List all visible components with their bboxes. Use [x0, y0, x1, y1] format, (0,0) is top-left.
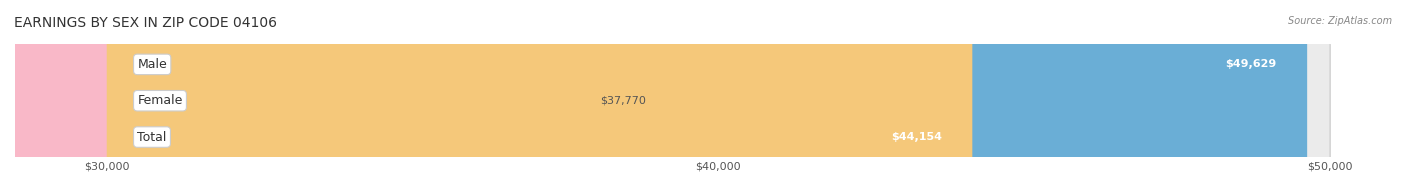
Text: Female: Female — [138, 94, 183, 107]
FancyBboxPatch shape — [107, 0, 1330, 196]
FancyBboxPatch shape — [107, 0, 1308, 196]
Text: Total: Total — [138, 131, 167, 143]
Text: Source: ZipAtlas.com: Source: ZipAtlas.com — [1288, 16, 1392, 26]
FancyBboxPatch shape — [107, 0, 973, 196]
FancyBboxPatch shape — [107, 0, 1330, 196]
FancyBboxPatch shape — [107, 0, 1330, 196]
Text: $49,629: $49,629 — [1225, 59, 1277, 69]
Text: EARNINGS BY SEX IN ZIP CODE 04106: EARNINGS BY SEX IN ZIP CODE 04106 — [14, 16, 277, 30]
Text: Male: Male — [138, 58, 167, 71]
Text: $44,154: $44,154 — [891, 132, 942, 142]
Text: $37,770: $37,770 — [600, 96, 647, 106]
FancyBboxPatch shape — [0, 0, 841, 196]
